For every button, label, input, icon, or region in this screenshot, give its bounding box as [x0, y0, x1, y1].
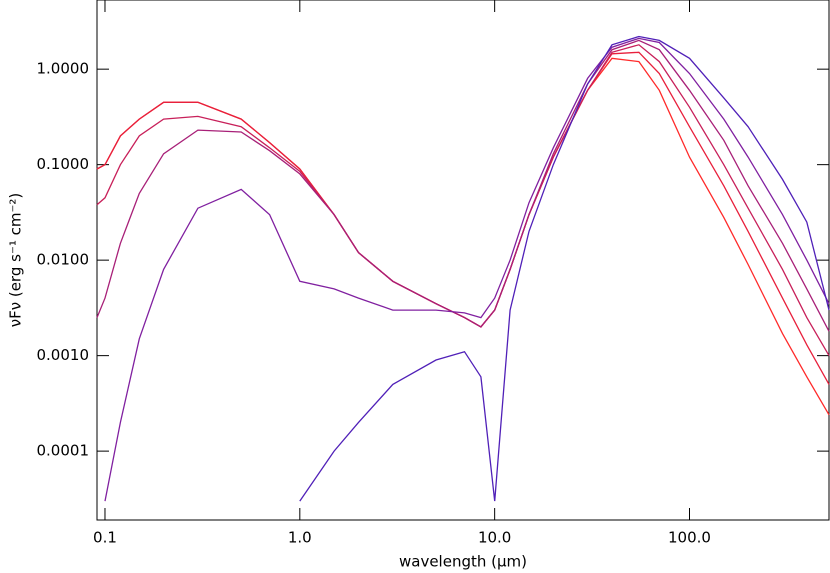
x-tick-label: 100.0 — [668, 529, 711, 547]
x-axis-title: wavelength (μm) — [399, 553, 527, 571]
x-tick-label: 0.1 — [93, 529, 117, 547]
y-tick-label: 0.0001 — [37, 442, 90, 460]
y-axis-title: νFν (erg s⁻¹ cm⁻²) — [7, 193, 25, 328]
plot-frame — [96, 0, 830, 521]
series-line — [96, 39, 830, 332]
y-tick-label: 1.0000 — [37, 60, 90, 78]
x-tick-label: 1.0 — [288, 529, 312, 547]
series-line — [96, 51, 830, 385]
series-line — [104, 37, 830, 502]
series-line — [299, 35, 830, 502]
x-tick-label: 10.0 — [478, 529, 511, 547]
y-tick-label: 0.0010 — [37, 346, 90, 364]
y-tick-label: 0.1000 — [37, 155, 90, 173]
series-line — [96, 57, 830, 416]
y-tick-label: 0.0100 — [37, 251, 90, 269]
series-line — [96, 44, 830, 356]
